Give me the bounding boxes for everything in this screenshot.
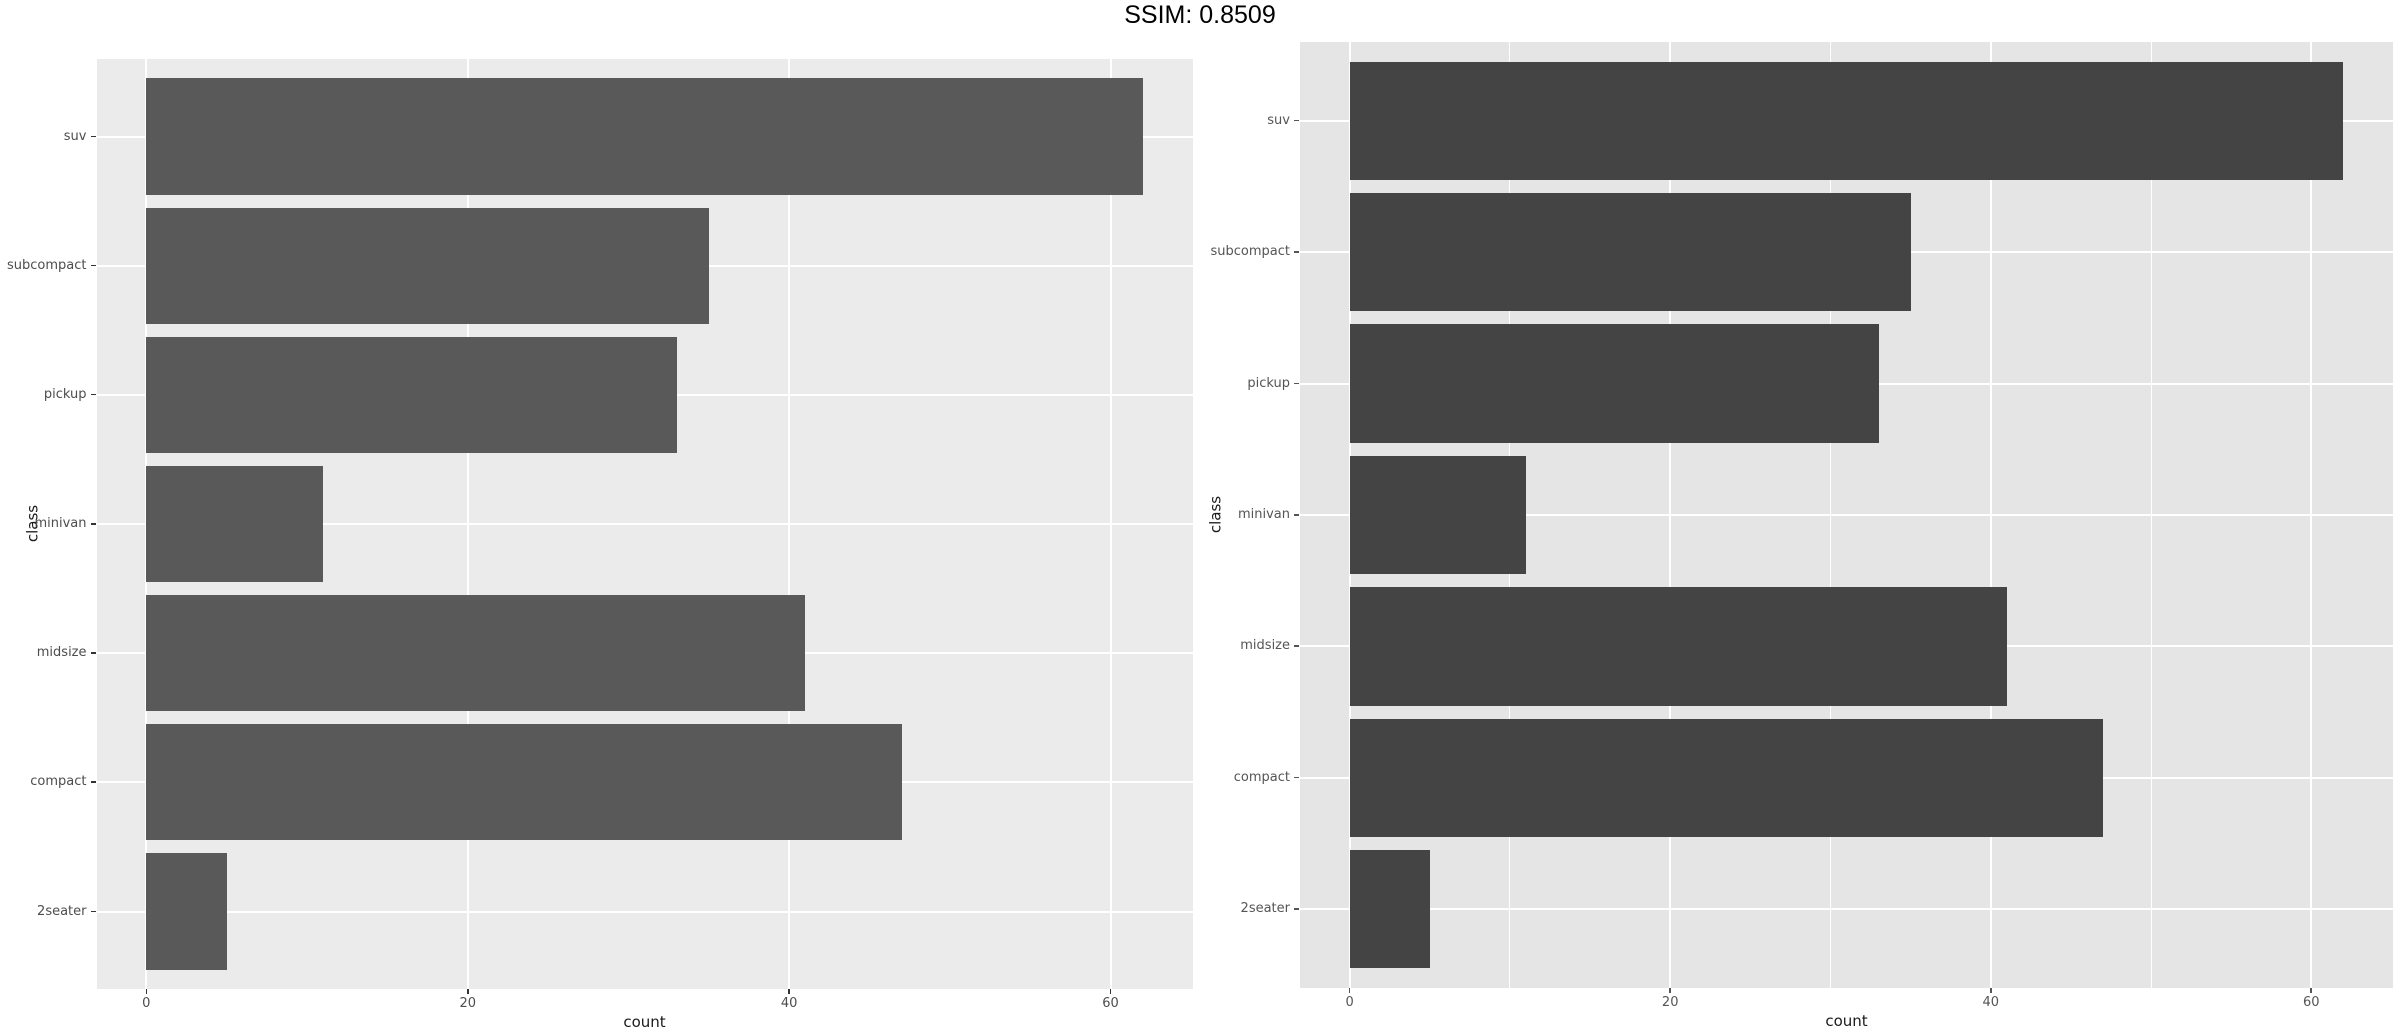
chart-right-bar-subcompact [1349,193,1911,312]
chart-left-xtick-mark-0 [145,989,148,994]
page-title: SSIM: 0.8509 [1124,1,1276,29]
chart-left-x-axis-title: count [623,1013,666,1031]
chart-right-xtick-label-0: 0 [1345,995,1354,1010]
chart-right-ytick-label-subcompact: subcompact [1210,244,1291,260]
chart-left-bar-pickup [146,336,677,453]
chart-left-ytick-mark-minivan [90,523,96,525]
chart-left-xtick-label-60: 60 [1102,996,1119,1011]
chart-right-xtick-label-40: 40 [1982,995,1999,1010]
chart-right-bar-midsize [1349,587,2007,706]
chart-left-bar-suv [146,78,1143,195]
chart-right-ytick-label-2seater: 2seater [1240,901,1290,917]
chart-right-ytick-mark-pickup [1294,382,1299,385]
chart-left-bar-midsize [146,595,806,712]
chart-left-ytick-label-pickup: pickup [43,386,87,402]
chart-left-ytick-label-2seater: 2seater [37,903,87,919]
chart-right-bar-suv [1349,61,2344,180]
chart-right-row-gridline-minivan [1300,514,2393,516]
chart-right-xtick-label-20: 20 [1661,995,1679,1010]
chart-left-xtick-mark-20 [466,989,469,994]
chart-right-bar-pickup [1349,324,1879,443]
chart-left-xtick-mark-60 [1109,989,1112,994]
chart-right-ytick-label-minivan: minivan [1237,507,1290,522]
chart-right-ytick-label-suv: suv [1267,112,1290,128]
chart-left-bar-minivan [146,465,324,583]
chart-right-bar-compact [1349,718,2103,837]
chart-left-ytick-label-subcompact: subcompact [7,257,87,273]
chart-right-ytick-mark-compact [1294,776,1299,779]
chart-left-ytick-label-minivan: minivan [34,516,87,531]
chart-left-xtick-label-0: 0 [142,996,151,1011]
chart-right-xtick-mark-60 [2310,988,2313,993]
chart-right-ytick-mark-subcompact [1294,251,1299,253]
chart-right-xtick-mark-0 [1348,988,1351,993]
chart-left-bar-compact [146,724,902,841]
chart-left-ytick-mark-suv [90,135,96,138]
chart-right-xtick-label-60: 60 [2302,995,2320,1010]
chart-left-ytick-label-suv: suv [63,128,87,144]
chart-left-row-gridline-2seater [96,910,1193,913]
chart-left-xtick-label-20: 20 [459,996,476,1011]
chart-right-ytick-mark-midsize [1294,645,1299,647]
chart-right-bar-minivan [1349,455,1526,575]
chart-right-ytick-label-midsize: midsize [1240,638,1290,654]
chart-right-xtick-mark-20 [1669,988,1671,993]
chart-left-xtick-label-40: 40 [780,996,798,1011]
chart-left-ytick-mark-subcompact [90,264,96,267]
chart-left-xtick-mark-40 [788,989,790,994]
chart-left-bar-subcompact [146,207,709,324]
chart-right-ytick-label-pickup: pickup [1247,375,1290,391]
chart-left-ytick-label-midsize: midsize [36,645,87,661]
chart-right-ytick-label-compact: compact [1233,769,1290,785]
chart-right-ytick-mark-suv [1294,119,1299,122]
chart-right-bar-2seater [1349,850,1430,969]
chart-right-ytick-mark-2seater [1294,908,1299,910]
chart-right-x-axis-title: count [1825,1012,1868,1030]
chart-left-ytick-mark-pickup [90,393,96,396]
chart-left-ytick-label-compact: compact [30,774,87,790]
chart-left-bar-2seater [146,853,227,970]
chart-left-row-gridline-minivan [96,523,1193,525]
chart-right-ytick-mark-minivan [1294,514,1299,516]
chart-right-row-gridline-2seater [1300,908,2393,911]
chart-left-ytick-mark-midsize [90,652,96,654]
chart-right-xtick-mark-40 [1989,988,1992,993]
chart-left-ytick-mark-2seater [90,910,96,913]
chart-left-ytick-mark-compact [90,781,96,783]
